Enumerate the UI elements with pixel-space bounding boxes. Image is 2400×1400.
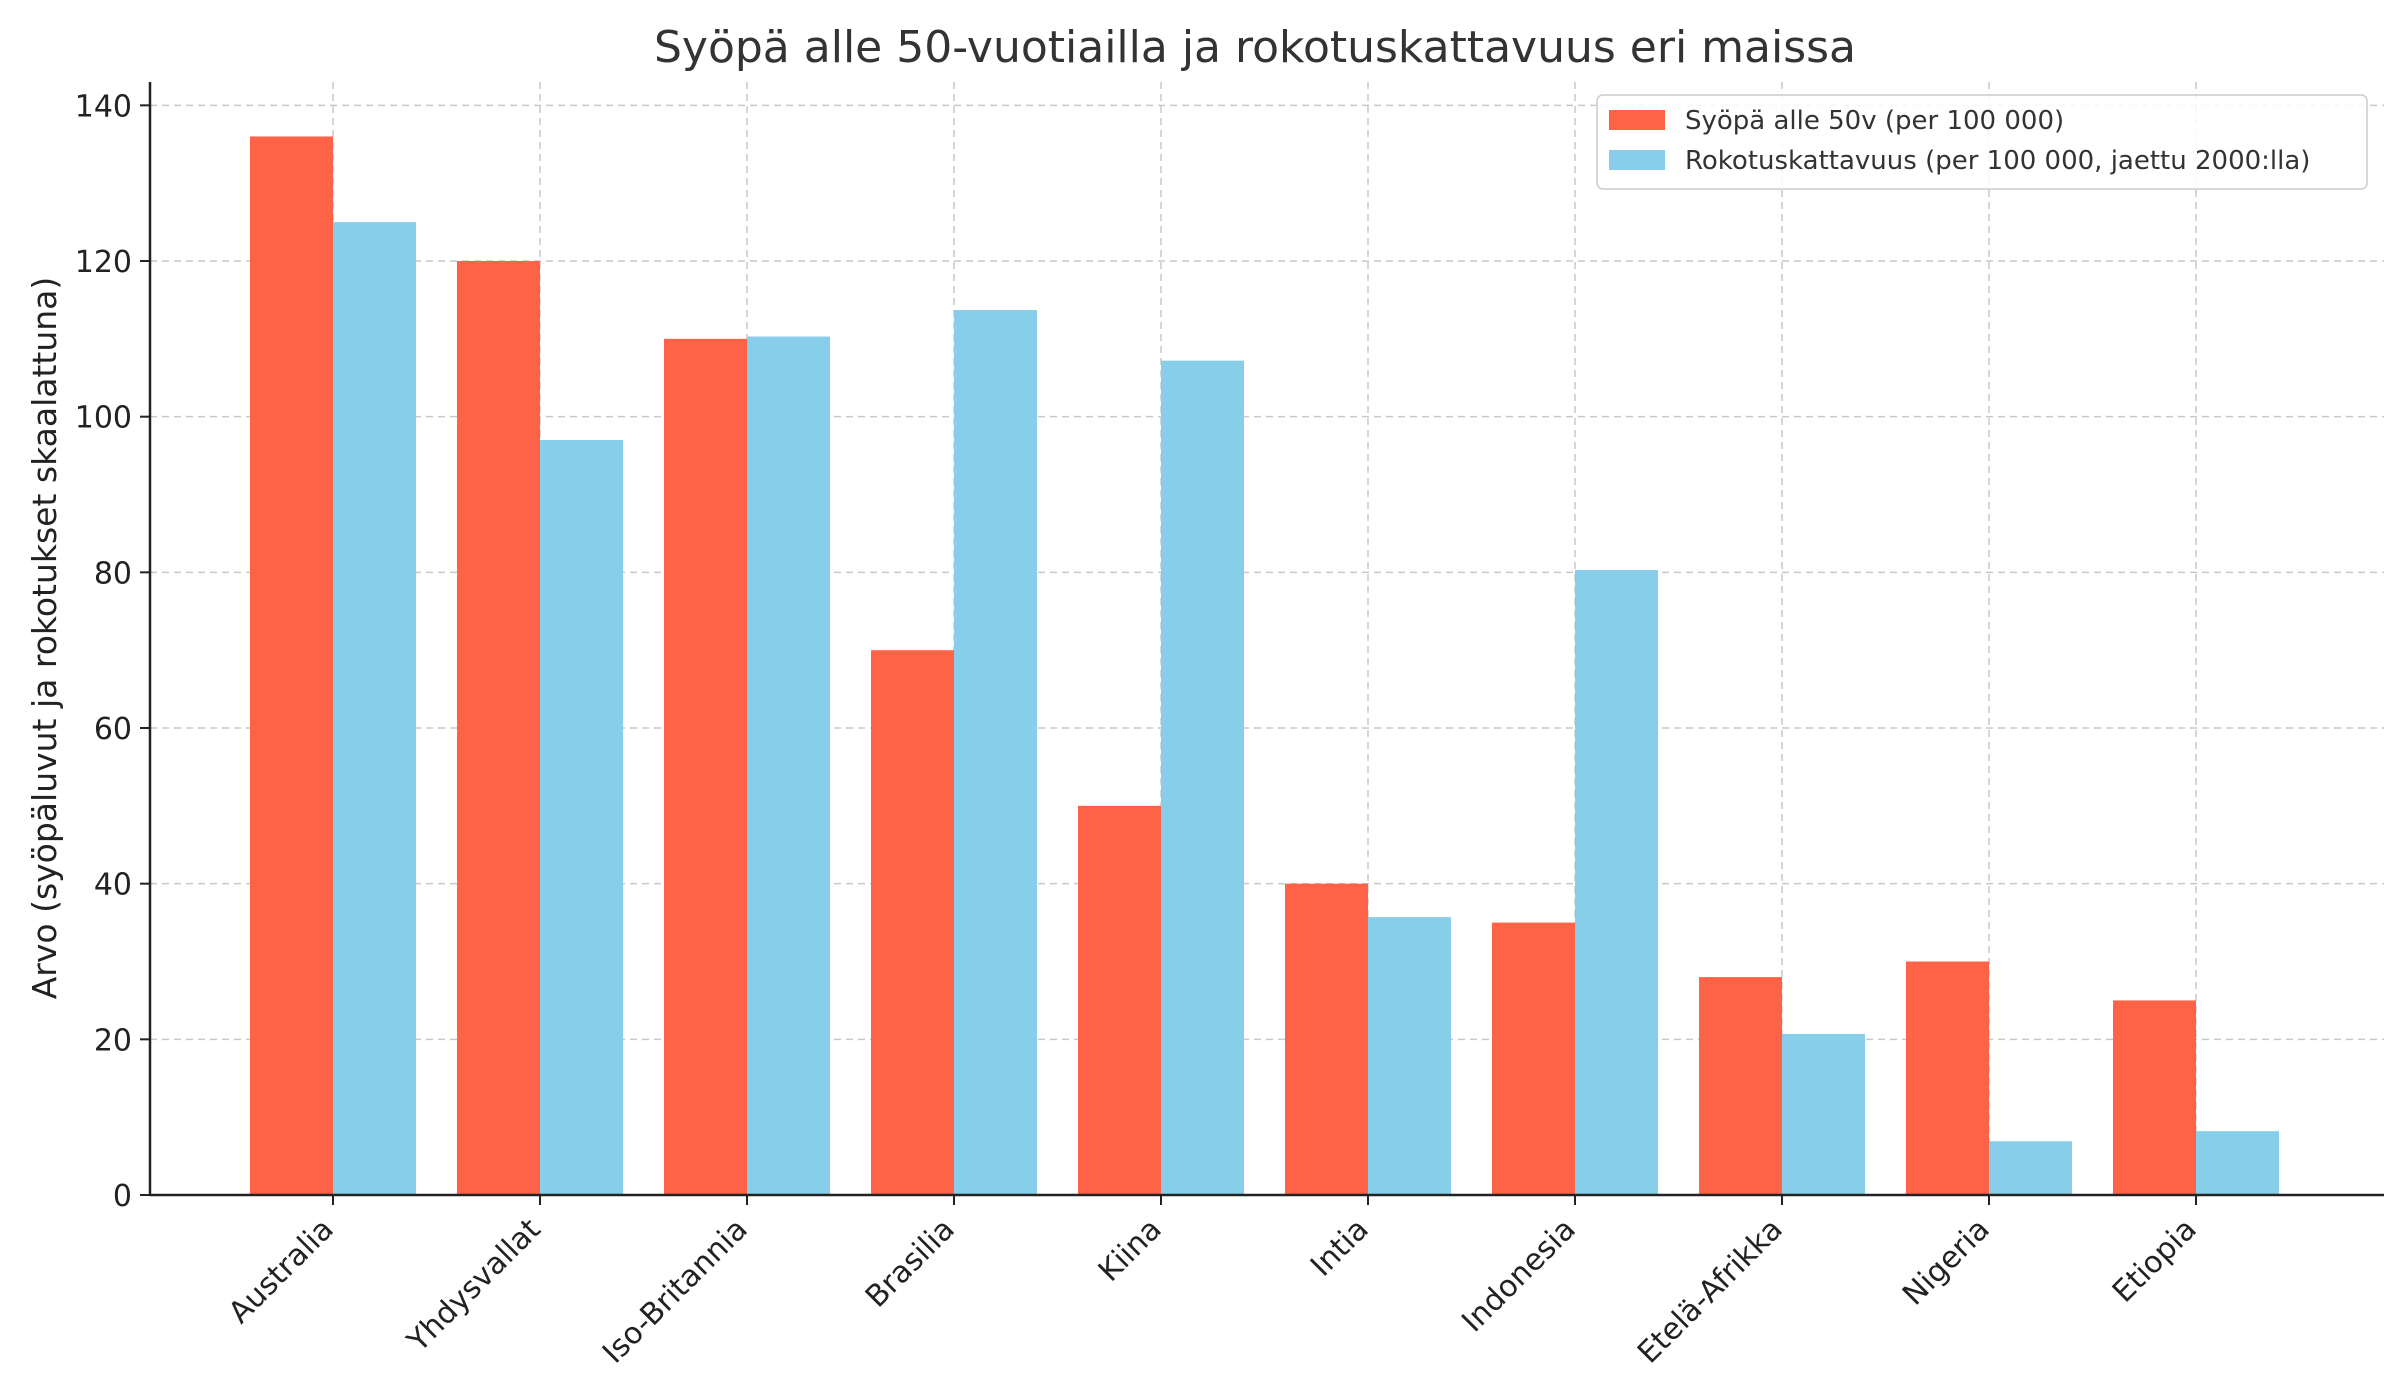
bar-cancer-8 (1906, 961, 1989, 1195)
bar-cancer-1 (457, 261, 540, 1195)
bar-vaccination-8 (1989, 1141, 2072, 1195)
chart-title: Syöpä alle 50-vuotiailla ja rokotuskatta… (654, 22, 1856, 73)
legend-swatch (1609, 110, 1665, 130)
x-tick-label: Kiina (1092, 1212, 1169, 1289)
y-tick-label: 40 (94, 868, 132, 903)
y-tick-label: 80 (94, 556, 132, 591)
legend-swatch (1609, 150, 1665, 170)
y-tick-label: 20 (94, 1023, 132, 1058)
bar-vaccination-7 (1782, 1033, 1865, 1195)
legend: Syöpä alle 50v (per 100 000) Rokotuskatta… (1596, 94, 2368, 190)
x-tick-label: Etelä-Afrikka (1631, 1212, 1790, 1371)
bar-vaccination-0 (333, 222, 416, 1195)
bar-vaccination-1 (540, 440, 623, 1196)
y-tick-label: 60 (94, 712, 132, 747)
bar-vaccination-3 (954, 310, 1037, 1196)
x-tick-label: Yhdysvallat (400, 1212, 548, 1360)
bar-cancer-0 (250, 136, 333, 1195)
y-axis-title: Arvo (syöpäluvut ja rokotukset skaalattu… (25, 277, 64, 1000)
bar-cancer-5 (1285, 883, 1368, 1195)
bar-cancer-7 (1699, 977, 1782, 1195)
bar-vaccination-5 (1368, 917, 1451, 1195)
legend-box (1596, 94, 2368, 190)
bar-cancer-2 (664, 338, 747, 1195)
x-tick-label: Indonesia (1455, 1212, 1582, 1339)
bar-vaccination-9 (2196, 1131, 2279, 1195)
bar-cancer-4 (1078, 805, 1161, 1195)
x-tick-label: Intia (1304, 1212, 1376, 1284)
x-tick-label: Australia (222, 1212, 341, 1331)
y-tick-label: 100 (75, 401, 132, 436)
bar-cancer-9 (2113, 1000, 2196, 1195)
axes (140, 82, 2384, 1205)
y-tick-label: 120 (75, 245, 132, 280)
x-tick-label: Iso-Britannia (596, 1212, 755, 1371)
bar-vaccination-4 (1161, 360, 1244, 1195)
x-tick-label: Nigeria (1896, 1212, 1997, 1313)
y-tick-label: 140 (75, 89, 132, 124)
bars (250, 136, 2279, 1196)
bar-cancer-3 (871, 650, 954, 1195)
x-tick-label: Etiopia (2106, 1212, 2204, 1310)
y-tick-label: 0 (113, 1179, 132, 1214)
bar-vaccination-2 (747, 336, 830, 1195)
legend-label: Rokotuskattavuus (per 100 000, jaettu 20… (1685, 146, 2310, 176)
bar-vaccination-6 (1575, 570, 1658, 1195)
legend-label: Syöpä alle 50v (per 100 000) (1685, 106, 2064, 136)
x-tick-label: Brasilia (859, 1212, 962, 1315)
bar-cancer-6 (1492, 922, 1575, 1195)
